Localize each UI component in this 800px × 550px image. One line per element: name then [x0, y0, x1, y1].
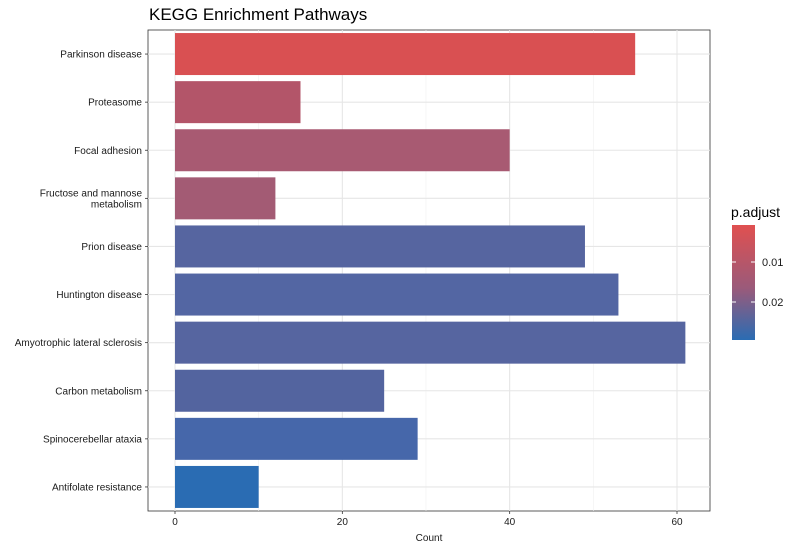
- x-tick-label: 40: [504, 517, 516, 528]
- legend-title: p.adjust: [731, 204, 780, 220]
- legend-colorbar: [732, 225, 755, 340]
- bar: [175, 225, 585, 268]
- bar: [175, 177, 276, 220]
- bar: [175, 321, 686, 364]
- bar: [175, 417, 418, 460]
- y-tick-label: Parkinson disease: [60, 50, 142, 61]
- x-tick-label: 60: [671, 517, 683, 528]
- y-tick-label: Amyotrophic lateral sclerosis: [15, 338, 142, 349]
- x-axis: 0 20 40 60: [172, 511, 683, 528]
- bars: [175, 33, 686, 508]
- y-tick-label: Focal adhesion: [74, 146, 142, 157]
- y-tick-label: Carbon metabolism: [55, 386, 142, 397]
- y-tick-label: Spinocerebellar ataxia: [43, 434, 142, 445]
- y-tick-label: Proteasome: [88, 98, 142, 109]
- x-tick-label: 20: [337, 517, 349, 528]
- y-axis: Parkinson disease Proteasome Focal adhesio…: [15, 50, 148, 493]
- x-axis-label: Count: [416, 533, 443, 544]
- bar: [175, 129, 510, 172]
- y-tick-label: Antifolate resistance: [52, 482, 142, 493]
- y-tick-label: Prion disease: [81, 242, 142, 253]
- y-tick-label: Fructose and mannose metabolism: [40, 188, 143, 210]
- y-tick-label: Huntington disease: [56, 290, 142, 301]
- bar: [175, 81, 301, 124]
- bar: [175, 369, 385, 412]
- legend: p.adjust 0.01 0.02: [731, 204, 783, 340]
- bar: [175, 465, 259, 508]
- bar: [175, 273, 619, 316]
- legend-label-001: 0.01: [762, 257, 783, 269]
- legend-label-002: 0.02: [762, 297, 783, 309]
- chart-title: KEGG Enrichment Pathways: [149, 5, 367, 24]
- bar: [175, 33, 636, 76]
- x-tick-label: 0: [172, 517, 178, 528]
